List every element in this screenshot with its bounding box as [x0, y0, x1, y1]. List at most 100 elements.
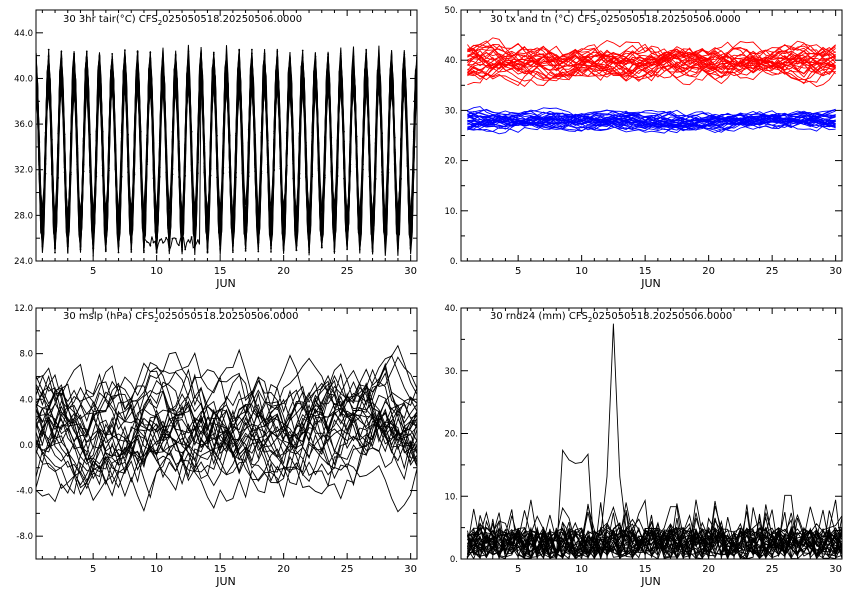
tair-marker: [152, 241, 155, 244]
tair-marker: [111, 53, 114, 55]
tair-marker: [146, 241, 149, 243]
mslp-series-line: [36, 381, 417, 509]
y-tick-label: 40.: [444, 304, 458, 314]
plot-lines: [36, 44, 417, 257]
y-tick-label: -8.0: [16, 532, 33, 542]
rnd24-series-line: [467, 515, 842, 559]
tair-marker: [282, 244, 285, 247]
x-tick-label: 5: [90, 266, 96, 277]
mslp-series-line: [36, 368, 417, 502]
tair-marker: [219, 247, 222, 250]
tair-marker: [124, 49, 126, 51]
x-tick-label: 25: [766, 564, 779, 575]
mslp-series-line: [36, 367, 417, 452]
mslp-series-line: [36, 369, 417, 486]
mslp-series-line: [36, 369, 417, 458]
tair-series-line: [36, 49, 417, 250]
tair-marker: [130, 248, 133, 251]
chart-title: 30 rnd24 (mm) CFS2025050518.20250506.000…: [490, 311, 732, 324]
tair-marker: [193, 241, 196, 244]
axis-ticks: 5 10 15 20 25 30 0. 10. 20. 30. 40.: [444, 304, 842, 575]
tair-marker: [187, 50, 190, 53]
tair-marker: [206, 241, 209, 244]
tx-series-line: [467, 49, 836, 79]
tair-series-line: [36, 74, 417, 250]
tair-marker: [104, 243, 107, 246]
tair-marker: [178, 244, 180, 247]
y-tick-label: 20.: [444, 430, 458, 440]
tx-series-line: [467, 48, 836, 77]
x-tick-label: 20: [702, 564, 715, 575]
x-axis-label: JUN: [640, 277, 661, 290]
tair-marker: [371, 250, 374, 253]
x-axis-label: JUN: [215, 277, 236, 290]
y-tick-label: 24.0: [14, 257, 33, 267]
tair-marker: [60, 50, 63, 53]
x-tick-label: 20: [702, 266, 715, 277]
tair-marker: [190, 236, 193, 238]
panel-rnd24: 5 10 15 20 25 30 0. 10. 20. 30. 40. 30 rnd24 (mm) …: [444, 304, 843, 588]
tair-marker: [339, 52, 342, 55]
tn-series-line: [467, 109, 836, 129]
x-tick-label: 30: [829, 564, 842, 575]
x-tick-label: 5: [90, 564, 96, 575]
tair-marker: [251, 48, 253, 51]
tair-marker: [117, 251, 120, 254]
x-tick-label: 5: [515, 564, 521, 575]
tair-marker: [193, 244, 196, 247]
tair-marker: [158, 239, 161, 242]
tair-marker: [206, 251, 209, 254]
tair-marker: [184, 248, 187, 251]
tair-marker: [358, 238, 361, 241]
y-tick-label: 0.: [450, 257, 458, 267]
tair-marker: [327, 53, 329, 55]
rnd24-series-line: [466, 509, 842, 556]
mslp-series-line: [36, 391, 417, 487]
mslp-series-line: [36, 380, 417, 499]
y-tick-label: 40.0: [14, 74, 33, 84]
tair-marker: [365, 49, 368, 51]
y-tick-label: 44.0: [14, 29, 33, 39]
tair-marker: [301, 49, 304, 52]
y-tick-label: 10.: [444, 492, 458, 502]
y-tick-label: 32.0: [14, 166, 33, 176]
tair-marker: [85, 50, 88, 53]
axis-ticks: 5 10 15 20 25 30 24.0 28.0 32.0 36.0 40.0 44.0: [14, 10, 417, 277]
tx-series-line: [467, 45, 836, 78]
x-axis-label: JUN: [640, 575, 661, 588]
rnd24-series-line: [467, 505, 842, 559]
tx-series-line: [467, 47, 836, 77]
x-tick-label: 15: [639, 564, 652, 575]
tair-marker: [143, 246, 145, 249]
x-tick-label: 20: [277, 564, 290, 575]
tair-marker: [162, 241, 164, 244]
y-tick-label: 28.0: [14, 211, 33, 221]
axis-ticks: 5 10 15 20 25 30 -8.0 -4.0 0.0 4.0 8.0 12.0: [14, 304, 417, 575]
x-tick-label: 30: [404, 266, 417, 277]
x-tick-label: 10: [150, 266, 163, 277]
tair-marker: [257, 239, 260, 241]
tair-marker: [282, 247, 285, 250]
tair-marker: [314, 62, 317, 64]
tair-marker: [244, 247, 247, 250]
y-tick-label: 36.0: [14, 120, 33, 130]
y-tick-label: 12.0: [14, 304, 33, 314]
y-tick-label: 0.: [450, 555, 458, 565]
tair-marker: [276, 56, 279, 59]
x-tick-label: 25: [341, 564, 354, 575]
plot-lines: [466, 323, 842, 559]
x-tick-label: 15: [214, 564, 227, 575]
tair-marker: [270, 251, 272, 253]
tx-series-line: [467, 44, 836, 82]
x-tick-label: 25: [341, 266, 354, 277]
x-tick-label: 15: [639, 266, 652, 277]
tair-marker: [197, 239, 199, 242]
tair-marker: [136, 50, 139, 53]
x-tick-label: 25: [766, 266, 779, 277]
plot-lines: [36, 344, 417, 513]
tair-marker: [104, 250, 107, 253]
tair-marker: [371, 246, 374, 249]
tair-marker: [358, 248, 361, 251]
tair-marker: [244, 243, 247, 245]
